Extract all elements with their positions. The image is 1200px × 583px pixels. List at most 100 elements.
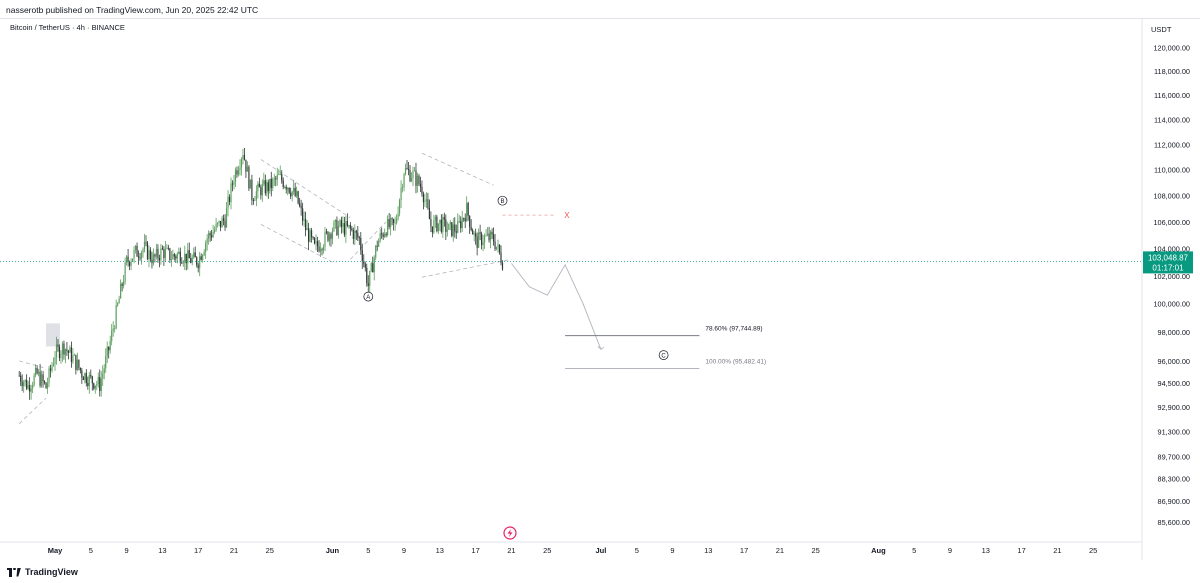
candle-body bbox=[281, 173, 283, 181]
candle-body bbox=[35, 367, 37, 376]
candle-body bbox=[433, 220, 435, 233]
candle-body bbox=[143, 242, 146, 250]
candle-body bbox=[379, 233, 381, 241]
candle-body bbox=[20, 375, 22, 382]
candle-body bbox=[99, 376, 101, 391]
time-tick-label: 17 bbox=[471, 546, 479, 555]
candle-body bbox=[484, 235, 486, 243]
candle-body bbox=[409, 170, 411, 182]
candle-body bbox=[82, 377, 84, 381]
candle-body bbox=[391, 218, 393, 220]
candle-body bbox=[310, 230, 313, 237]
wave-label-a: A bbox=[363, 291, 374, 302]
candle-body bbox=[151, 259, 153, 264]
candle-body bbox=[463, 218, 465, 220]
candle-body bbox=[373, 257, 375, 273]
candle-body bbox=[172, 254, 174, 260]
candle-body bbox=[325, 231, 328, 233]
price-tick-label: 91,300.00 bbox=[1158, 427, 1190, 436]
candle-body bbox=[318, 246, 320, 252]
candle-body bbox=[106, 346, 108, 357]
price-tick-label: 89,700.00 bbox=[1158, 452, 1190, 461]
annotations: X 78.60% (97,744.89) 100.00% (95,482.41) A B… bbox=[0, 195, 1142, 369]
trend-line bbox=[421, 259, 512, 278]
time-tick-label: 25 bbox=[812, 546, 820, 555]
candle-body bbox=[403, 173, 405, 188]
candles bbox=[18, 148, 504, 400]
candle-body bbox=[363, 261, 365, 264]
candle-body bbox=[455, 231, 457, 233]
time-tick-label: 5 bbox=[635, 546, 639, 555]
candle-body bbox=[478, 232, 480, 248]
candle-body bbox=[457, 221, 459, 233]
candle-body bbox=[472, 230, 474, 235]
candle-body bbox=[305, 219, 307, 231]
candle-body bbox=[336, 220, 338, 236]
candle-body bbox=[45, 382, 47, 389]
candle-body bbox=[79, 367, 81, 371]
candle-body bbox=[167, 247, 169, 249]
candle-body bbox=[376, 245, 378, 247]
candle-body bbox=[366, 267, 368, 284]
candle-body bbox=[152, 254, 155, 264]
price-tick-label: 118,000.00 bbox=[1154, 67, 1190, 76]
candle-body bbox=[109, 341, 111, 351]
candle-body bbox=[87, 382, 89, 386]
candle-body bbox=[214, 230, 216, 233]
candle-body bbox=[37, 371, 40, 374]
candle-body bbox=[93, 383, 95, 389]
candle-body bbox=[449, 222, 451, 224]
trend-line bbox=[350, 221, 387, 260]
price-tick-label: 88,300.00 bbox=[1158, 474, 1190, 483]
candle-body bbox=[221, 218, 223, 228]
candle-body bbox=[29, 385, 31, 392]
price-tick-label: 100,000.00 bbox=[1153, 300, 1190, 309]
candle-body bbox=[448, 223, 450, 230]
candle-body bbox=[245, 159, 247, 172]
candle-body bbox=[243, 155, 246, 160]
candle-body bbox=[197, 264, 199, 269]
candle-body bbox=[252, 200, 254, 201]
candle-body bbox=[133, 250, 135, 259]
candle-body bbox=[108, 346, 110, 351]
candle-body bbox=[498, 244, 501, 253]
candle-body bbox=[485, 235, 487, 237]
price-tick-label: 110,000.00 bbox=[1154, 166, 1190, 175]
time-tick-label: Jun bbox=[326, 546, 340, 555]
candle-body bbox=[351, 228, 353, 231]
candle-body bbox=[134, 245, 137, 251]
candle-body bbox=[81, 370, 83, 378]
wave-label-text: C bbox=[661, 353, 666, 359]
candle-body bbox=[479, 232, 481, 234]
candle-body bbox=[319, 249, 322, 252]
candle-body bbox=[334, 220, 337, 222]
candle-body bbox=[307, 228, 310, 242]
candle-body bbox=[227, 196, 229, 209]
time-tick-label: 13 bbox=[158, 546, 166, 555]
time-tick-label: 9 bbox=[125, 546, 129, 555]
price-tick-label: 108,000.00 bbox=[1153, 192, 1190, 201]
candle-body bbox=[299, 203, 301, 206]
candle-body bbox=[115, 305, 117, 329]
candle-body bbox=[169, 248, 171, 261]
wave-label-text: A bbox=[366, 295, 370, 301]
candle-body bbox=[187, 250, 189, 264]
candle-body bbox=[300, 205, 302, 209]
candle-body bbox=[58, 347, 61, 359]
candle-body bbox=[148, 250, 150, 260]
candle-body bbox=[211, 235, 213, 238]
candle-body bbox=[137, 256, 140, 258]
candle-body bbox=[400, 187, 402, 200]
tradingview-logo[interactable]: TradingView bbox=[7, 567, 78, 577]
candle-body bbox=[203, 251, 205, 256]
candle-body bbox=[418, 175, 420, 185]
bolt-icon[interactable] bbox=[503, 526, 517, 540]
candle-body bbox=[266, 182, 268, 194]
candle-body bbox=[182, 262, 184, 264]
price-tick-label: 120,000.00 bbox=[1153, 44, 1190, 53]
candle-body bbox=[427, 199, 429, 208]
candle-body bbox=[112, 328, 114, 331]
candle-body bbox=[254, 200, 256, 202]
candle-body bbox=[100, 378, 102, 391]
